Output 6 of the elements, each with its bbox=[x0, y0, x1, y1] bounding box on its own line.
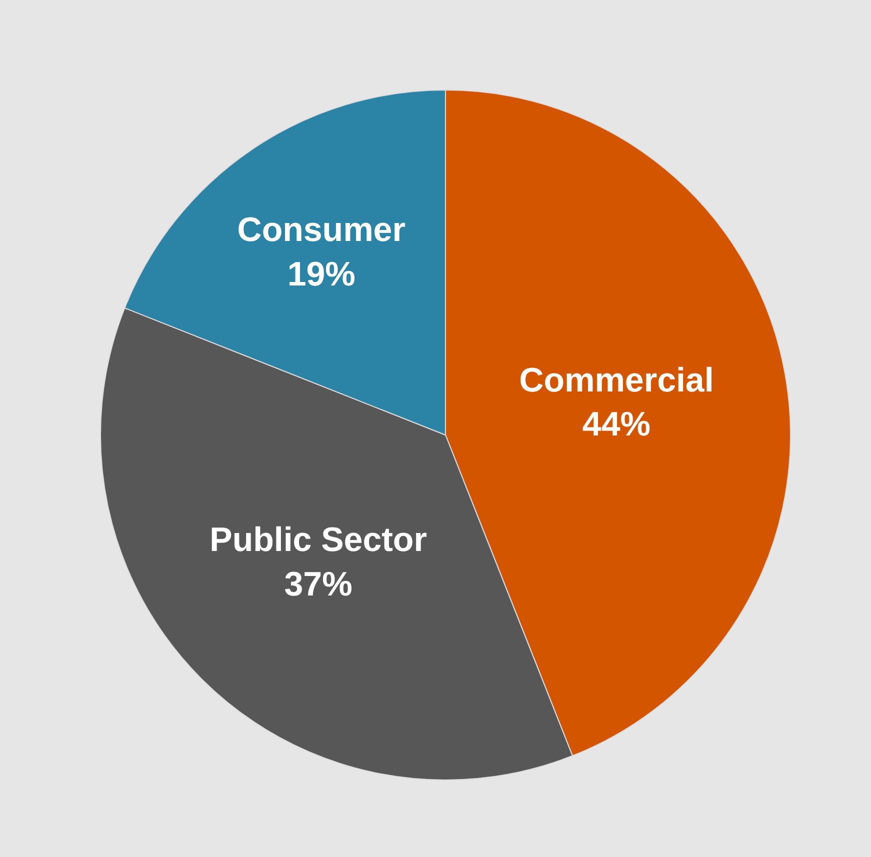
slice-label: Public Sector bbox=[210, 521, 427, 560]
data-label: 37% bbox=[284, 565, 352, 604]
data-label: 44% bbox=[582, 405, 650, 444]
data-label: 19% bbox=[287, 255, 356, 294]
slice-label: Consumer bbox=[237, 211, 406, 250]
slice-label: Commercial bbox=[519, 361, 714, 400]
